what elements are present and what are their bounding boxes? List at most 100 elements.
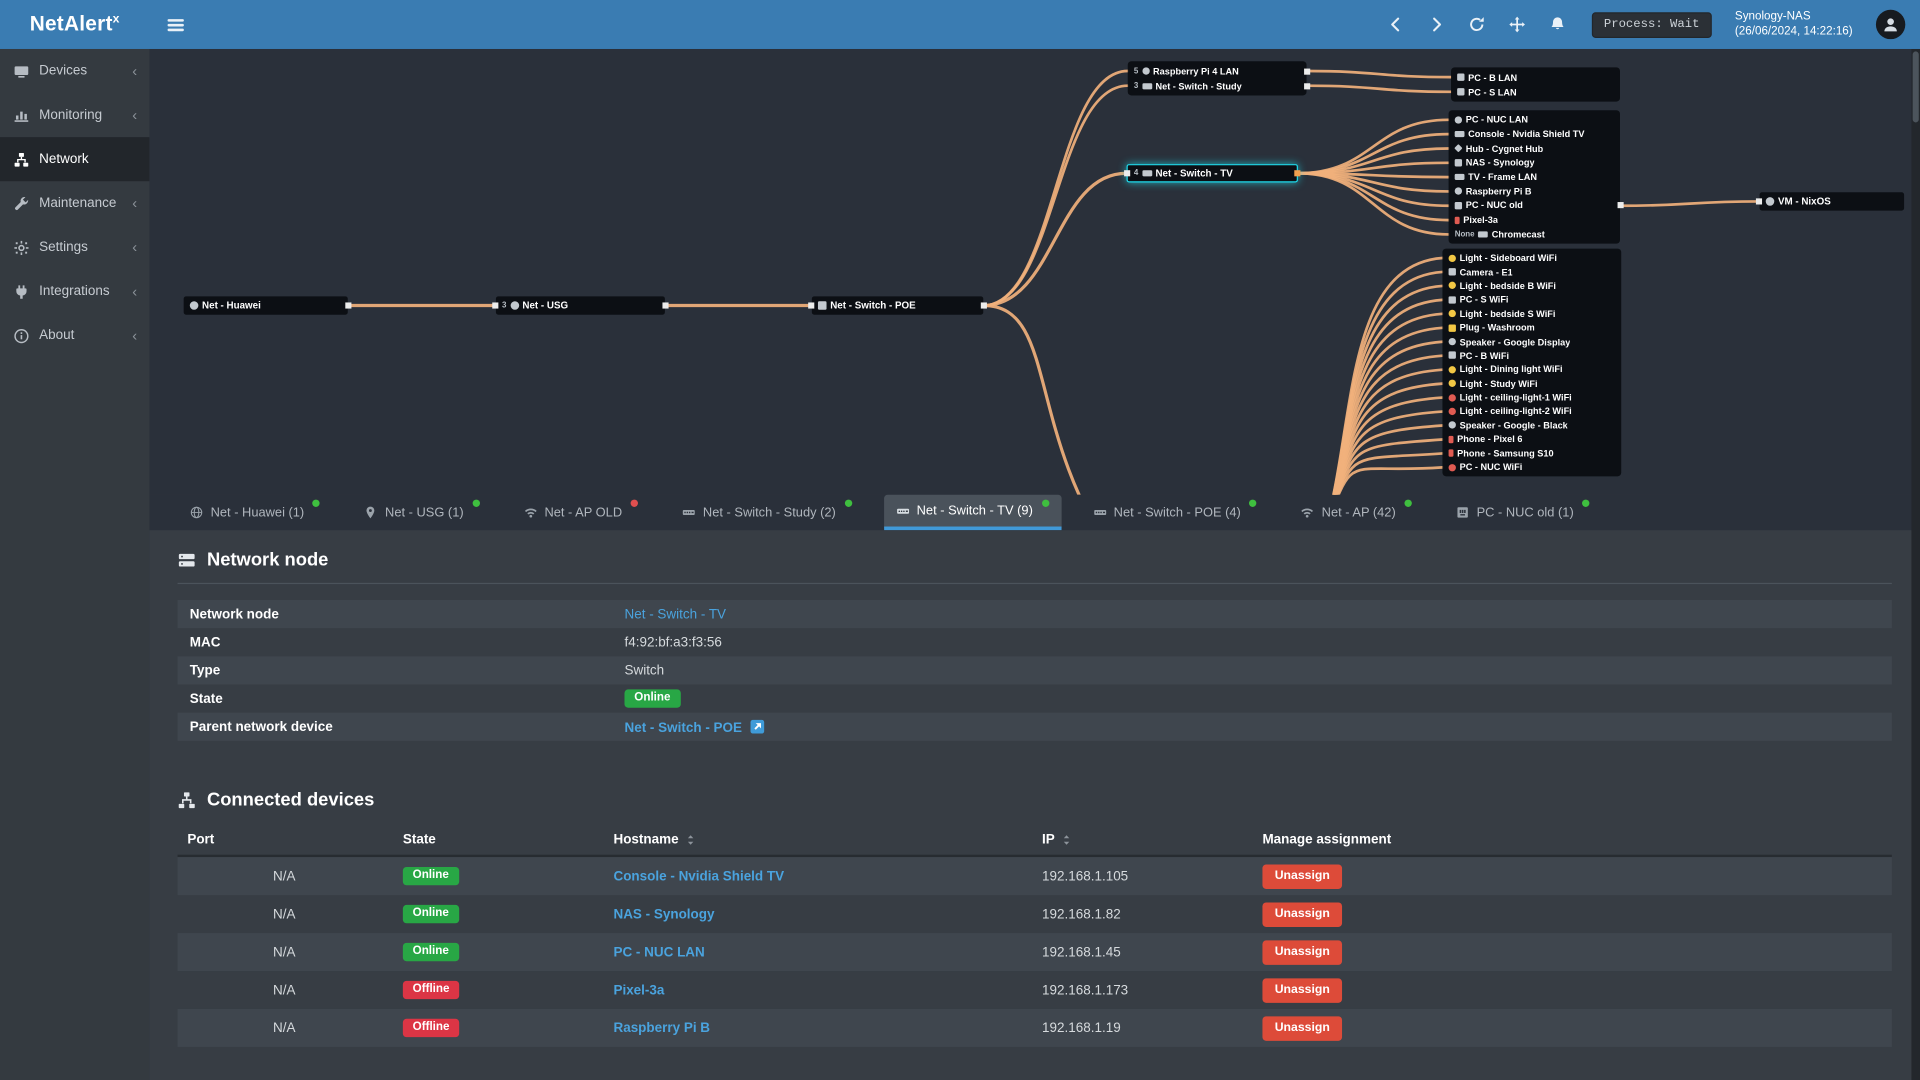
- diagram-device-pc-nuc-lan[interactable]: PC - NUC LAN: [1449, 113, 1620, 127]
- port-handle[interactable]: [662, 302, 669, 309]
- sidebar-item-about[interactable]: About ‹: [0, 313, 149, 357]
- column-ip-sort[interactable]: IP: [1042, 833, 1262, 847]
- tab-net-usg-1[interactable]: Net - USG (1): [352, 495, 492, 531]
- unassign-button[interactable]: Unassign: [1262, 901, 1343, 927]
- diagram-device-raspberry-pi-b[interactable]: Raspberry Pi B: [1449, 184, 1620, 198]
- diagram-node-net-switch-tv[interactable]: 4 Net - Switch - TV: [1124, 164, 1301, 183]
- device-label: Raspberry Pi 4 LAN: [1153, 65, 1239, 77]
- sidebar-item-integrations[interactable]: Integrations ‹: [0, 269, 149, 313]
- sitemap-icon: [178, 791, 196, 809]
- hostname-link[interactable]: Pixel-3a: [613, 982, 665, 998]
- notifications-button[interactable]: [1549, 16, 1566, 33]
- diagram-device-console-nvidia-shield-tv[interactable]: Console - Nvidia Shield TV: [1449, 127, 1620, 141]
- port-handle[interactable]: [1617, 202, 1624, 209]
- port-handle[interactable]: [1755, 198, 1763, 205]
- diagram-node-net-usg[interactable]: 3 Net - USG: [492, 296, 669, 315]
- avatar[interactable]: [1875, 9, 1906, 40]
- diagram-node-net-switch-poe[interactable]: Net - Switch - POE: [808, 296, 987, 315]
- parent-node-link[interactable]: Net - Switch - POE: [624, 720, 743, 736]
- hostname-link[interactable]: PC - NUC LAN: [613, 944, 705, 960]
- tab-net-ap-old[interactable]: Net - AP OLD: [511, 495, 650, 531]
- hostname-link[interactable]: NAS - Synology: [613, 906, 715, 922]
- tab-net-switch-study-2[interactable]: Net - Switch - Study (2): [670, 495, 864, 531]
- process-status-badge: Process: Wait: [1591, 11, 1712, 38]
- external-link-icon[interactable]: [749, 718, 765, 734]
- hostname-link[interactable]: Raspberry Pi B: [613, 1020, 711, 1036]
- node-link[interactable]: Net - Switch - TV: [624, 606, 727, 622]
- sidebar-item-maintenance[interactable]: Maintenance ‹: [0, 181, 149, 225]
- chevron-left-icon: ‹: [132, 238, 138, 256]
- port-handle[interactable]: [492, 302, 499, 309]
- sidebar-item-devices[interactable]: Devices ‹: [0, 49, 149, 93]
- diagram-device-nas-synology[interactable]: NAS - Synology: [1449, 156, 1620, 170]
- diagram-device-tv-frame-lan[interactable]: TV - Frame LAN: [1449, 170, 1620, 184]
- sidebar-item-network[interactable]: Network: [0, 137, 150, 182]
- scrollbar-thumb[interactable]: [1912, 51, 1919, 123]
- diagram-device-pc-s-wifi[interactable]: PC - S WiFi: [1442, 293, 1621, 307]
- diagram-device-light-bedside-b-wifi[interactable]: Light - bedside B WiFi: [1442, 279, 1621, 293]
- diagram-node-vm-nixos[interactable]: VM - NixOS: [1755, 192, 1905, 211]
- move-icon: [1508, 16, 1525, 33]
- vertical-scrollbar[interactable]: [1911, 48, 1920, 1080]
- diagram-device-raspberry-pi-4-lan[interactable]: 5 Raspberry Pi 4 LAN: [1128, 64, 1311, 79]
- unassign-button[interactable]: Unassign: [1262, 977, 1343, 1003]
- port-handle[interactable]: [980, 302, 987, 309]
- diagram-device-chromecast[interactable]: None Chromecast: [1449, 227, 1620, 241]
- diagram-device-light-ceiling-light-1-wifi[interactable]: Light - ceiling-light-1 WiFi: [1442, 390, 1621, 404]
- sidebar-item-monitoring[interactable]: Monitoring ‹: [0, 93, 149, 137]
- tab-net-ap-42[interactable]: Net - AP (42): [1289, 495, 1424, 531]
- port-handle[interactable]: [808, 302, 815, 309]
- diagram-device-light-sideboard-wifi[interactable]: Light - Sideboard WiFi: [1442, 251, 1621, 265]
- diagram-device-light-bedside-s-wifi[interactable]: Light - bedside S WiFi: [1442, 307, 1621, 321]
- tab-net-switch-tv-9[interactable]: Net - Switch - TV (9): [883, 494, 1062, 531]
- diagram-group-gtop: 5 Raspberry Pi 4 LAN 3 Net - Switch - Study: [1127, 61, 1311, 96]
- diagram-device-hub-cygnet-hub[interactable]: Hub - Cygnet Hub: [1449, 141, 1620, 155]
- detail-row-parent-network-device: Parent network device Net - Switch - POE: [177, 712, 1892, 741]
- tab-net-huawei-1[interactable]: Net - Huawei (1): [178, 495, 333, 531]
- diagram-device-light-dining-light-wifi[interactable]: Light - Dining light WiFi: [1442, 363, 1621, 377]
- port-handle[interactable]: [1294, 170, 1301, 177]
- nav-forward-button[interactable]: [1428, 16, 1445, 33]
- unassign-button[interactable]: Unassign: [1262, 939, 1343, 965]
- diagram-device-pc-nuc-wifi[interactable]: PC - NUC WiFi: [1442, 460, 1621, 474]
- unassign-button[interactable]: Unassign: [1262, 863, 1343, 889]
- status-dot: [1041, 499, 1049, 507]
- tab-net-switch-poe-4[interactable]: Net - Switch - POE (4): [1081, 495, 1269, 531]
- diagram-device-pc-s-lan[interactable]: PC - S LAN: [1451, 84, 1620, 99]
- diagram-device-pc-b-lan[interactable]: PC - B LAN: [1451, 70, 1620, 85]
- refresh-icon: [1468, 16, 1485, 33]
- device-label: PC - B WiFi: [1459, 350, 1510, 362]
- diagram-device-phone-samsung-s10[interactable]: Phone - Samsung S10: [1442, 446, 1621, 460]
- device-label: Light - bedside S WiFi: [1459, 308, 1556, 320]
- unassign-button[interactable]: Unassign: [1262, 1015, 1343, 1041]
- nav-back-button[interactable]: [1387, 16, 1404, 33]
- hamburger-menu-button[interactable]: [165, 14, 186, 35]
- diagram-device-camera-e1[interactable]: Camera - E1: [1442, 265, 1621, 279]
- port-handle[interactable]: [1124, 170, 1131, 177]
- diagram-device-light-ceiling-light-2-wifi[interactable]: Light - ceiling-light-2 WiFi: [1442, 404, 1621, 418]
- column-hostname-sort[interactable]: Hostname: [613, 833, 1042, 847]
- diagram-device-speaker-google-display[interactable]: Speaker - Google Display: [1442, 335, 1621, 349]
- port-handle[interactable]: [1304, 67, 1311, 75]
- diagram-device-pixel-3a[interactable]: Pixel-3a: [1449, 213, 1620, 227]
- diagram-node-net-huawei[interactable]: Net - Huawei: [183, 296, 352, 315]
- diagram-device-pc-nuc-old[interactable]: PC - NUC old: [1449, 199, 1624, 213]
- hostname-link[interactable]: Console - Nvidia Shield TV: [613, 868, 785, 884]
- diagram-device-plug-washroom[interactable]: Plug - Washroom: [1442, 321, 1621, 335]
- diagram-device-speaker-google-black[interactable]: Speaker - Google - Black: [1442, 418, 1621, 432]
- sidebar-item-settings[interactable]: Settings ‹: [0, 225, 149, 269]
- refresh-button[interactable]: [1468, 16, 1485, 33]
- devices-icon: [13, 63, 29, 79]
- app-logo[interactable]: NetAlertx: [29, 12, 120, 36]
- ip-value: 192.168.1.173: [1042, 982, 1129, 998]
- tab-pc-nuc-old-1[interactable]: PC - NUC old (1): [1444, 495, 1602, 531]
- topology-edges: [346, 69, 1761, 495]
- phone-icon: [1448, 449, 1454, 457]
- diagram-device-light-study-wifi[interactable]: Light - Study WiFi: [1442, 377, 1621, 391]
- diagram-device-pc-b-wifi[interactable]: PC - B WiFi: [1442, 349, 1621, 363]
- move-button[interactable]: [1508, 16, 1525, 33]
- port-handle[interactable]: [1304, 82, 1311, 89]
- port-handle[interactable]: [345, 302, 352, 309]
- diagram-device-phone-pixel-6[interactable]: Phone - Pixel 6: [1442, 432, 1621, 446]
- diagram-device-net-switch-study[interactable]: 3 Net - Switch - Study: [1128, 78, 1311, 93]
